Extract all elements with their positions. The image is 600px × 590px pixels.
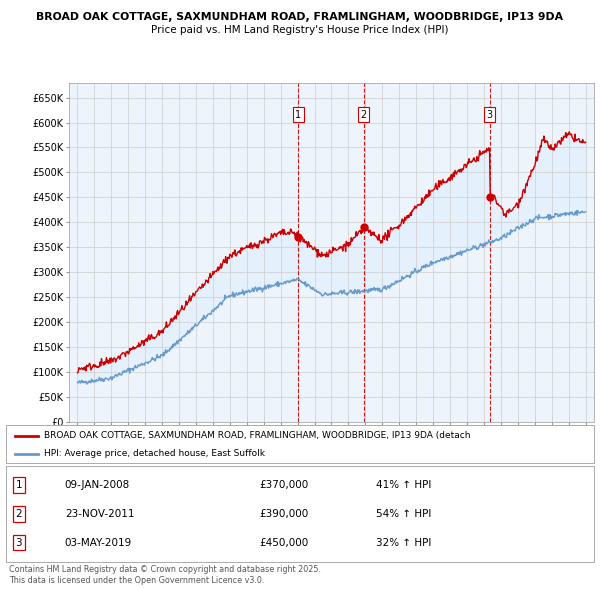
- Text: 41% ↑ HPI: 41% ↑ HPI: [376, 480, 432, 490]
- Text: HPI: Average price, detached house, East Suffolk: HPI: Average price, detached house, East…: [44, 449, 265, 458]
- Text: 2: 2: [361, 110, 367, 120]
- Text: 54% ↑ HPI: 54% ↑ HPI: [376, 509, 432, 519]
- Text: 03-MAY-2019: 03-MAY-2019: [65, 537, 132, 548]
- Text: 23-NOV-2011: 23-NOV-2011: [65, 509, 134, 519]
- Text: 1: 1: [295, 110, 301, 120]
- Text: £390,000: £390,000: [259, 509, 308, 519]
- Text: 2: 2: [16, 509, 22, 519]
- Text: BROAD OAK COTTAGE, SAXMUNDHAM ROAD, FRAMLINGHAM, WOODBRIDGE, IP13 9DA (detach: BROAD OAK COTTAGE, SAXMUNDHAM ROAD, FRAM…: [44, 431, 471, 440]
- Text: 32% ↑ HPI: 32% ↑ HPI: [376, 537, 432, 548]
- Text: Contains HM Land Registry data © Crown copyright and database right 2025.
This d: Contains HM Land Registry data © Crown c…: [9, 565, 321, 585]
- Text: 3: 3: [16, 537, 22, 548]
- Text: £370,000: £370,000: [259, 480, 308, 490]
- Text: Price paid vs. HM Land Registry's House Price Index (HPI): Price paid vs. HM Land Registry's House …: [151, 25, 449, 35]
- Text: £450,000: £450,000: [259, 537, 308, 548]
- FancyBboxPatch shape: [6, 466, 594, 562]
- Text: 1: 1: [16, 480, 22, 490]
- FancyBboxPatch shape: [6, 425, 594, 463]
- Text: 09-JAN-2008: 09-JAN-2008: [65, 480, 130, 490]
- Text: 3: 3: [487, 110, 493, 120]
- Text: BROAD OAK COTTAGE, SAXMUNDHAM ROAD, FRAMLINGHAM, WOODBRIDGE, IP13 9DA: BROAD OAK COTTAGE, SAXMUNDHAM ROAD, FRAM…: [37, 12, 563, 22]
